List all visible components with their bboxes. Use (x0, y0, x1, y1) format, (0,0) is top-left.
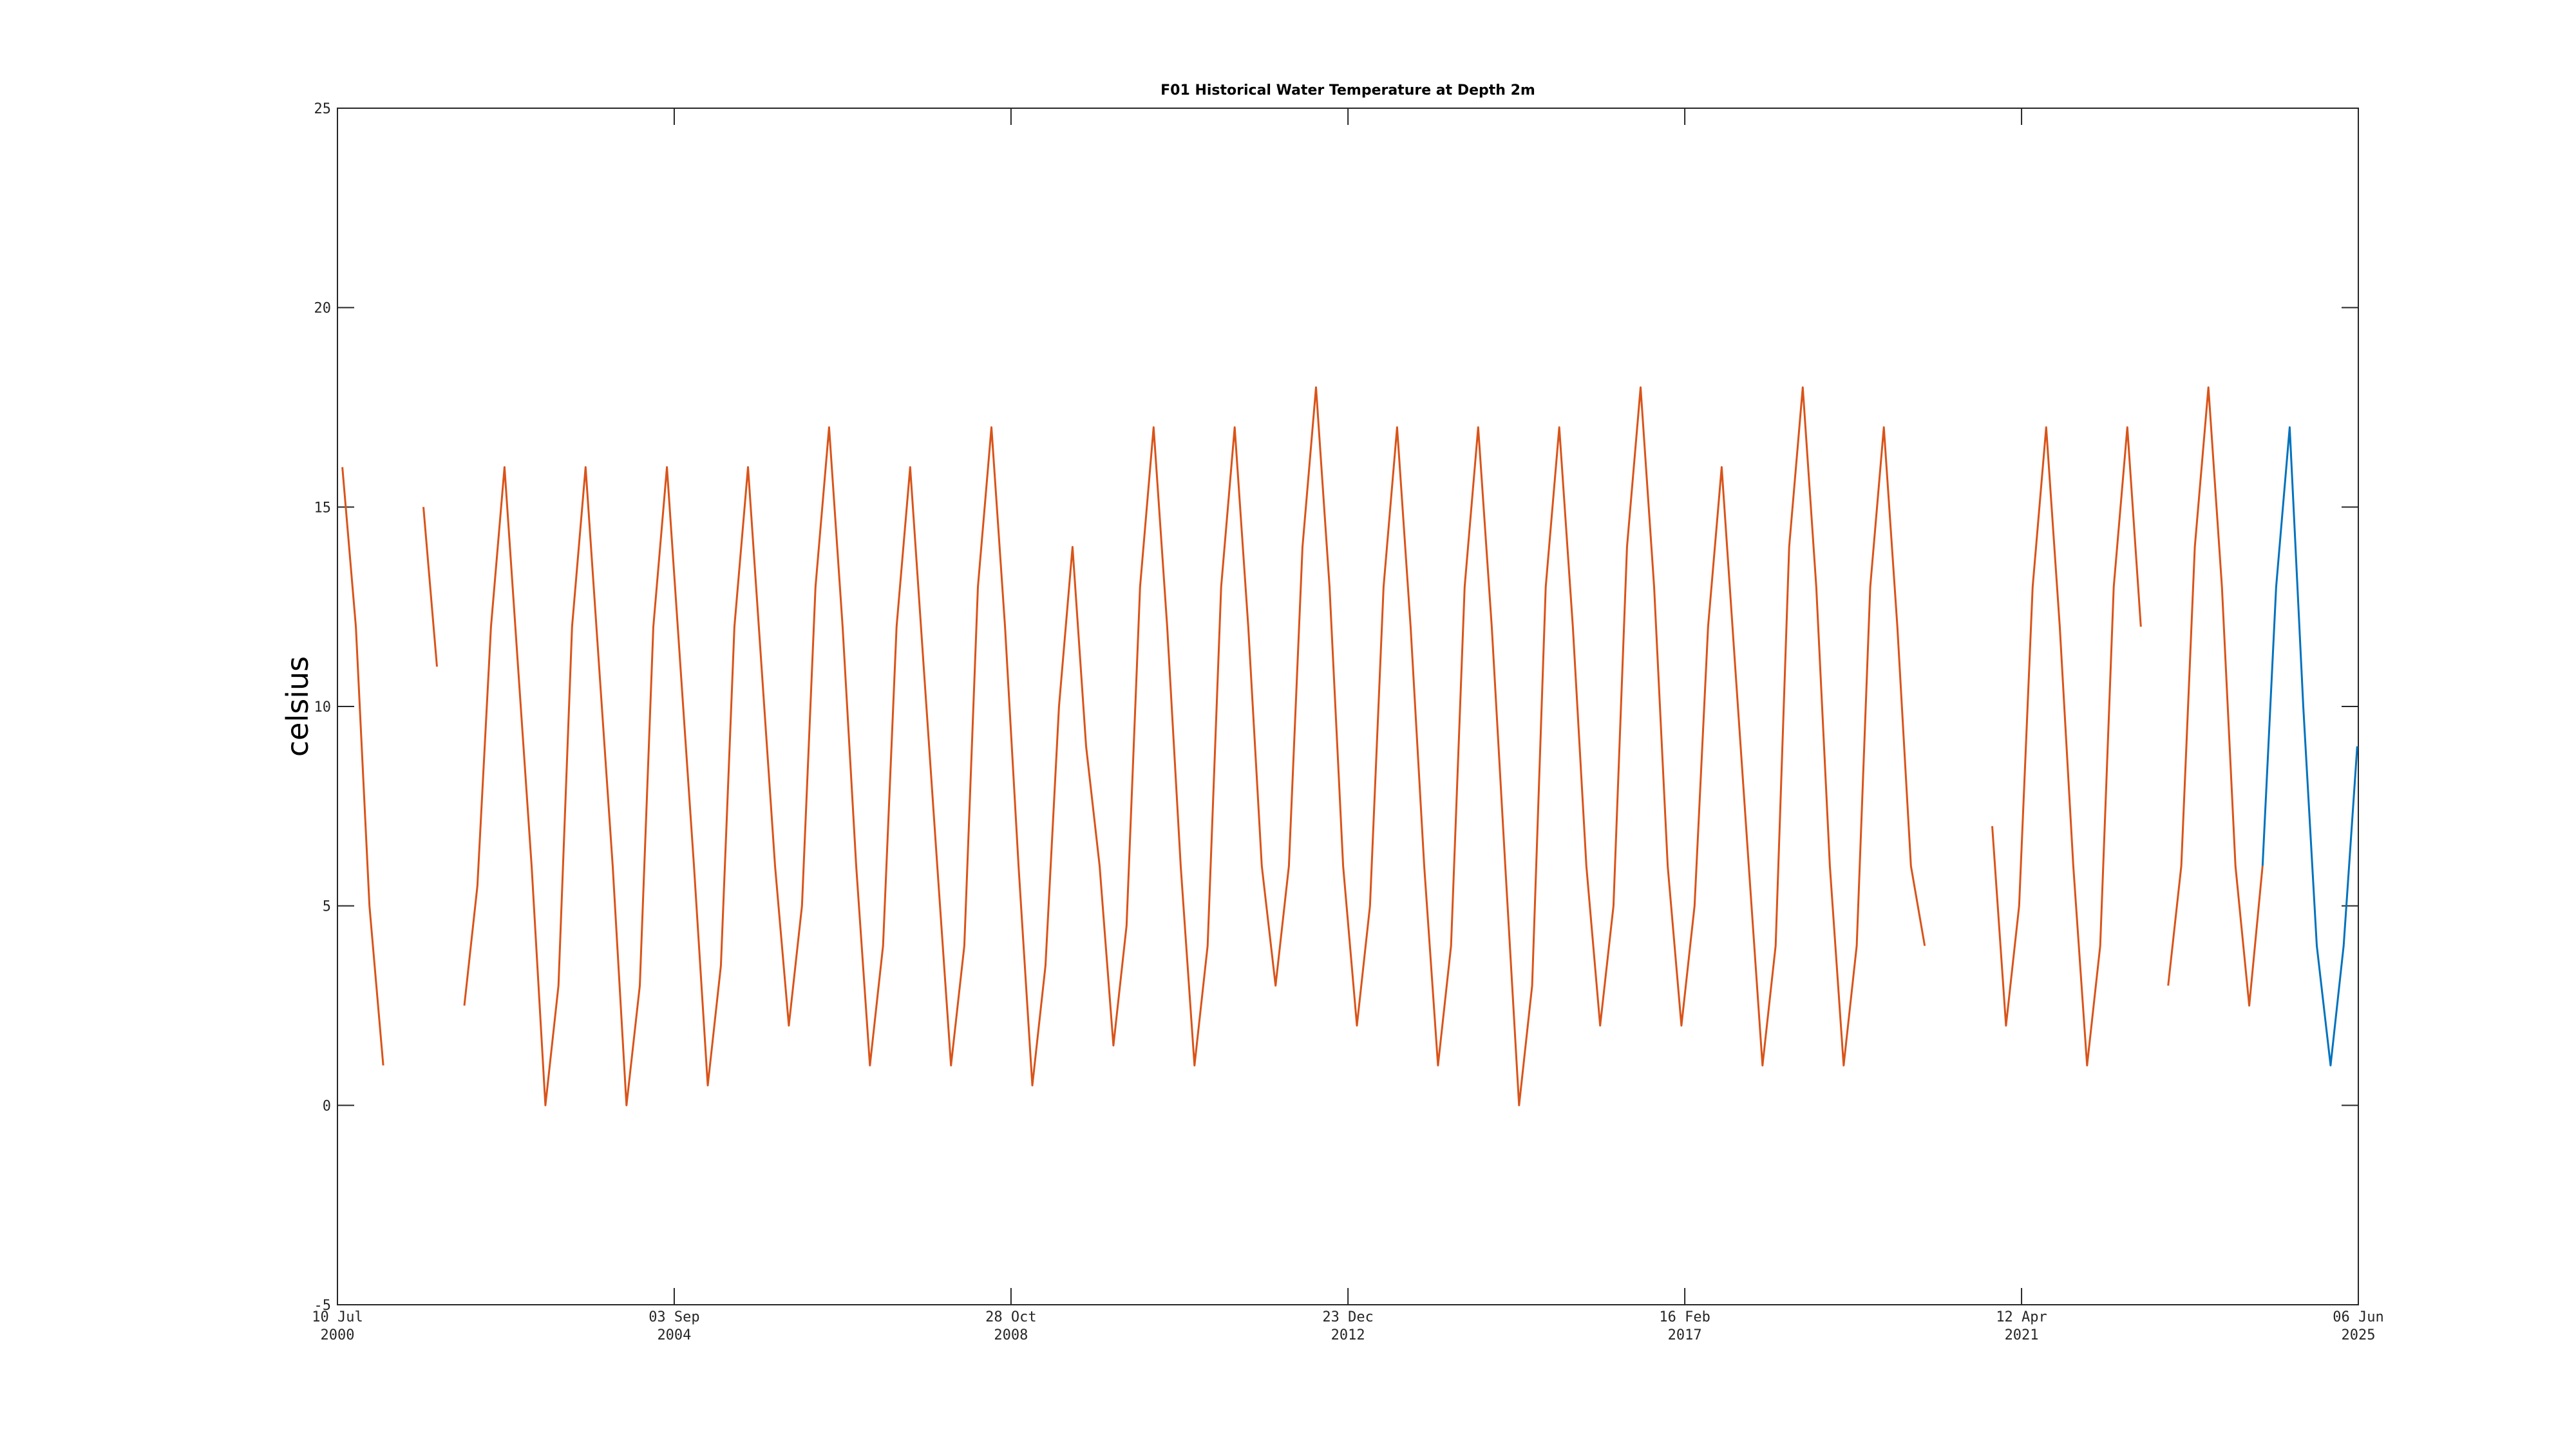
x-tick-label: 12 Apr 2021 (1996, 1309, 2047, 1343)
y-tick-label: 15 (314, 500, 332, 516)
y-tick-label: 20 (314, 301, 332, 317)
series-line (2261, 426, 2358, 1066)
y-tick-label: 5 (323, 899, 331, 915)
x-tick-label: 03 Sep 2004 (649, 1309, 699, 1343)
x-tick-label-line: 2021 (2005, 1327, 2039, 1343)
x-tick-label: 10 Jul 2000 (312, 1309, 363, 1343)
x-tick-label: 28 Oct 2008 (985, 1309, 1036, 1343)
y-tick-label: 25 (314, 101, 332, 117)
x-tick-label-line: 2004 (657, 1327, 691, 1343)
x-tick-label-line: 06 Jun (2333, 1309, 2383, 1325)
x-tick-label-line: 16 Feb (1659, 1309, 1710, 1325)
x-tick-label-line: 2017 (1668, 1327, 1702, 1343)
x-tick-label-line: 28 Oct (985, 1309, 1036, 1325)
x-tick-label-line: 03 Sep (649, 1309, 699, 1325)
y-axis-label: celsius (280, 656, 315, 757)
chart-title: F01 Historical Water Temperature at Dept… (1160, 82, 1535, 99)
x-tick-label: 16 Feb 2017 (1659, 1309, 1710, 1343)
x-tick-label-line: 2025 (2342, 1327, 2376, 1343)
y-tick-label: -5 (314, 1298, 332, 1314)
y-tick-label: 10 (314, 699, 332, 715)
x-tick-label-line: 23 Dec (1322, 1309, 1373, 1325)
x-tick-label-line: 2008 (994, 1327, 1028, 1343)
x-tick-label-line: 12 Apr (1996, 1309, 2047, 1325)
x-tick-label: 06 Jun 2025 (2333, 1309, 2383, 1343)
y-tick-label: 0 (323, 1098, 331, 1114)
x-tick-label-line: 10 Jul (312, 1309, 363, 1325)
x-tick-label-line: 2000 (321, 1327, 355, 1343)
series-line (341, 386, 2264, 1106)
x-tick-label: 23 Dec 2012 (1322, 1309, 1373, 1343)
x-tick-label-line: 2012 (1331, 1327, 1365, 1343)
